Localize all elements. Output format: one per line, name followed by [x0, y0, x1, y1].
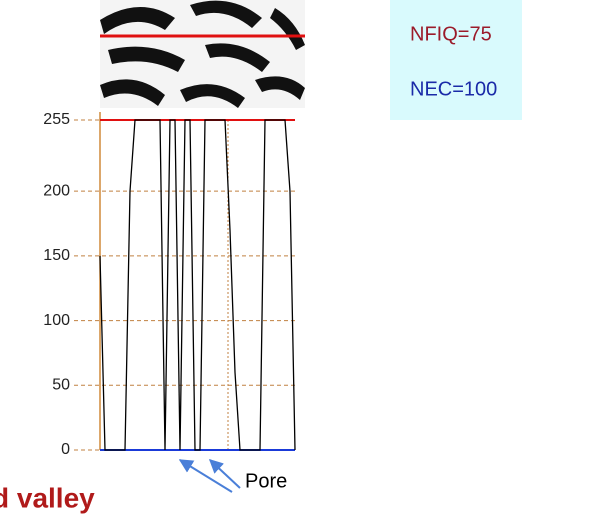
fingerprint-image [100, 0, 305, 108]
valley-label: d valley [0, 482, 95, 513]
pore-arrow [210, 460, 240, 488]
y-tick-label: 100 [43, 312, 70, 329]
y-tick-label: 0 [61, 441, 70, 458]
nfiq-label: NFIQ=75 [410, 23, 492, 45]
y-tick-label: 50 [52, 377, 70, 394]
y-tick-label: 255 [43, 111, 70, 128]
profile-line [100, 120, 295, 450]
y-tick-label: 200 [43, 182, 70, 199]
chart: NFIQ=75 NEC=100 Pore d valley 0 50 100 150 2… [0, 0, 589, 516]
pore-arrow [180, 460, 232, 492]
pore-label: Pore [245, 470, 287, 492]
score-box [390, 0, 522, 120]
y-tick-label: 150 [43, 247, 70, 264]
nec-label: NEC=100 [410, 78, 497, 100]
